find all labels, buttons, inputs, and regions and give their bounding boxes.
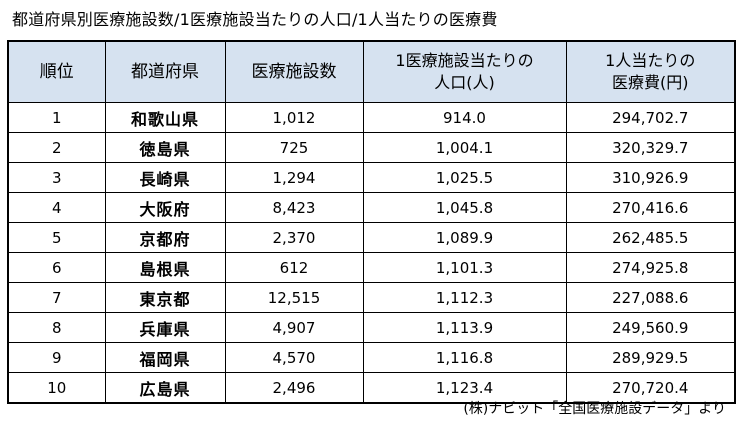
cell-prefecture: 大阪府 <box>104 192 226 223</box>
cell-facilities: 1,294 <box>224 162 364 193</box>
header-rank: 順位 <box>7 40 106 103</box>
cell-rank: 9 <box>7 342 106 373</box>
cell-population-per-facility: 1,113.9 <box>362 312 567 343</box>
table-row: 9 福岡県 4,570 1,116.8 289,929.5 <box>7 342 736 373</box>
header-cost-line1: 1人当たりの <box>605 51 696 70</box>
cell-population-per-facility: 1,045.8 <box>362 192 567 223</box>
page-title: 都道府県別医療施設数/1医療施設当たりの人口/1人当たりの医療費 <box>12 10 498 29</box>
source-note: (株)ナビット「全国医療施設データ」より <box>463 401 726 417</box>
cell-cost-per-person: 270,720.4 <box>565 372 736 404</box>
cell-facilities: 2,496 <box>224 372 364 404</box>
cell-rank: 2 <box>7 132 106 163</box>
header-prefecture: 都道府県 <box>104 40 226 103</box>
cell-prefecture: 広島県 <box>104 372 226 404</box>
cell-facilities: 8,423 <box>224 192 364 223</box>
cell-rank: 6 <box>7 252 106 283</box>
cell-population-per-facility: 1,123.4 <box>362 372 567 404</box>
table-row: 6 島根県 612 1,101.3 274,925.8 <box>7 252 736 283</box>
header-population-line2: 人口(人) <box>434 73 495 92</box>
cell-prefecture: 兵庫県 <box>104 312 226 343</box>
cell-facilities: 4,907 <box>224 312 364 343</box>
cell-prefecture: 福岡県 <box>104 342 226 373</box>
table-row: 2 徳島県 725 1,004.1 320,329.7 <box>7 132 736 163</box>
cell-facilities: 1,012 <box>224 102 364 133</box>
cell-cost-per-person: 320,329.7 <box>565 132 736 163</box>
cell-cost-per-person: 270,416.6 <box>565 192 736 223</box>
cell-cost-per-person: 227,088.6 <box>565 282 736 313</box>
cell-cost-per-person: 262,485.5 <box>565 222 736 253</box>
cell-population-per-facility: 914.0 <box>362 102 567 133</box>
cell-prefecture: 島根県 <box>104 252 226 283</box>
table-row: 4 大阪府 8,423 1,045.8 270,416.6 <box>7 192 736 223</box>
cell-cost-per-person: 289,929.5 <box>565 342 736 373</box>
cell-prefecture: 東京都 <box>104 282 226 313</box>
cell-rank: 8 <box>7 312 106 343</box>
table-row: 8 兵庫県 4,907 1,113.9 249,560.9 <box>7 312 736 343</box>
cell-cost-per-person: 274,925.8 <box>565 252 736 283</box>
cell-population-per-facility: 1,101.3 <box>362 252 567 283</box>
table-row: 5 京都府 2,370 1,089.9 262,485.5 <box>7 222 736 253</box>
header-cost-per-person: 1人当たりの 医療費(円) <box>565 40 736 103</box>
cell-facilities: 612 <box>224 252 364 283</box>
cell-rank: 4 <box>7 192 106 223</box>
cell-population-per-facility: 1,089.9 <box>362 222 567 253</box>
cell-population-per-facility: 1,004.1 <box>362 132 567 163</box>
table-row: 1 和歌山県 1,012 914.0 294,702.7 <box>7 102 736 133</box>
cell-facilities: 4,570 <box>224 342 364 373</box>
cell-prefecture: 徳島県 <box>104 132 226 163</box>
table-header-row: 順位 都道府県 医療施設数 1医療施設当たりの 人口(人) 1人当たりの 医療費… <box>7 40 736 103</box>
cell-rank: 10 <box>7 372 106 404</box>
header-population-per-facility: 1医療施設当たりの 人口(人) <box>362 40 567 103</box>
cell-population-per-facility: 1,112.3 <box>362 282 567 313</box>
medical-facilities-table: 順位 都道府県 医療施設数 1医療施設当たりの 人口(人) 1人当たりの 医療費… <box>7 40 736 404</box>
header-facilities: 医療施設数 <box>224 40 364 103</box>
cell-facilities: 725 <box>224 132 364 163</box>
cell-rank: 7 <box>7 282 106 313</box>
cell-prefecture: 和歌山県 <box>104 102 226 133</box>
cell-cost-per-person: 294,702.7 <box>565 102 736 133</box>
cell-rank: 1 <box>7 102 106 133</box>
cell-facilities: 2,370 <box>224 222 364 253</box>
cell-prefecture: 京都府 <box>104 222 226 253</box>
cell-rank: 5 <box>7 222 106 253</box>
cell-cost-per-person: 310,926.9 <box>565 162 736 193</box>
cell-facilities: 12,515 <box>224 282 364 313</box>
table-row: 10 広島県 2,496 1,123.4 270,720.4 <box>7 372 736 404</box>
cell-prefecture: 長崎県 <box>104 162 226 193</box>
cell-population-per-facility: 1,116.8 <box>362 342 567 373</box>
cell-rank: 3 <box>7 162 106 193</box>
table-row: 7 東京都 12,515 1,112.3 227,088.6 <box>7 282 736 313</box>
table-row: 3 長崎県 1,294 1,025.5 310,926.9 <box>7 162 736 193</box>
cell-cost-per-person: 249,560.9 <box>565 312 736 343</box>
cell-population-per-facility: 1,025.5 <box>362 162 567 193</box>
header-population-line1: 1医療施設当たりの <box>395 51 534 70</box>
header-cost-line2: 医療費(円) <box>612 73 689 92</box>
